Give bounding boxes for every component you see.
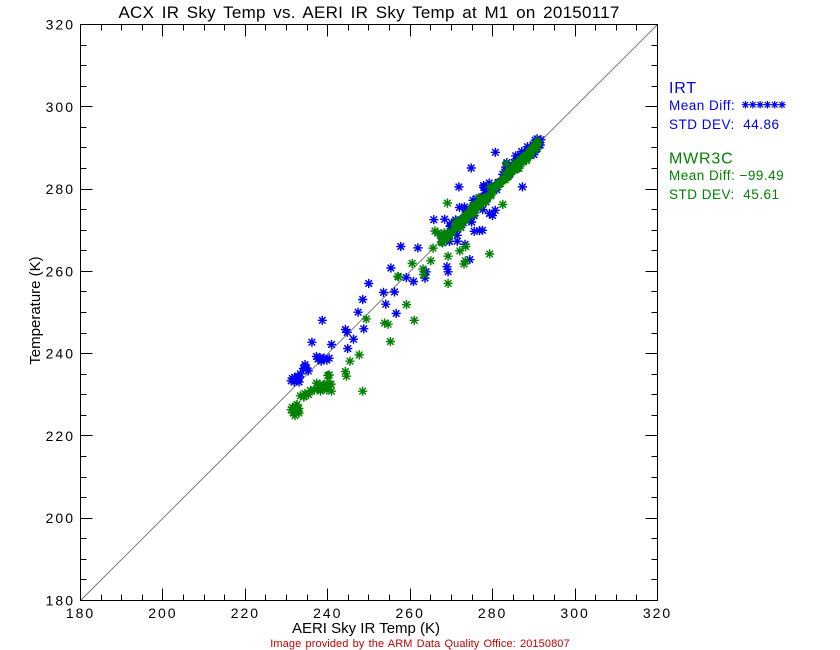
- svg-text:220: 220: [231, 605, 260, 621]
- svg-text:320: 320: [643, 605, 672, 621]
- svg-text:Mean Diff:: Mean Diff:: [669, 98, 735, 113]
- svg-text:280: 280: [46, 181, 75, 197]
- svg-text:Temperature (K): Temperature (K): [27, 256, 44, 364]
- svg-text:180: 180: [46, 593, 75, 609]
- svg-text:200: 200: [148, 605, 177, 621]
- svg-text:260: 260: [396, 605, 425, 621]
- svg-text:Mean Diff: −99.49: Mean Diff: −99.49: [669, 168, 784, 183]
- svg-text:300: 300: [560, 605, 589, 621]
- svg-text:240: 240: [313, 605, 342, 621]
- svg-text:IRT: IRT: [669, 80, 697, 97]
- svg-text:ACX IR Sky Temp vs. AERI IR Sk: ACX IR Sky Temp vs. AERI IR Sky Temp at …: [118, 3, 619, 22]
- svg-text:180: 180: [66, 605, 95, 621]
- svg-text:STD DEV: 44.86: STD DEV: 44.86: [669, 117, 780, 132]
- svg-text:300: 300: [46, 99, 75, 115]
- svg-text:STD DEV: 45.61: STD DEV: 45.61: [669, 187, 780, 202]
- svg-text:200: 200: [46, 510, 75, 526]
- svg-text:280: 280: [478, 605, 507, 621]
- svg-text:AERI Sky IR Temp (K): AERI Sky IR Temp (K): [292, 620, 440, 637]
- svg-text:Image provided by the ARM Data: Image provided by the ARM Data Quality O…: [270, 638, 569, 650]
- svg-text:260: 260: [46, 263, 75, 279]
- svg-text:320: 320: [46, 17, 75, 33]
- svg-text:220: 220: [46, 428, 75, 444]
- svg-text:240: 240: [46, 346, 75, 362]
- svg-text:MWR3C: MWR3C: [669, 151, 733, 168]
